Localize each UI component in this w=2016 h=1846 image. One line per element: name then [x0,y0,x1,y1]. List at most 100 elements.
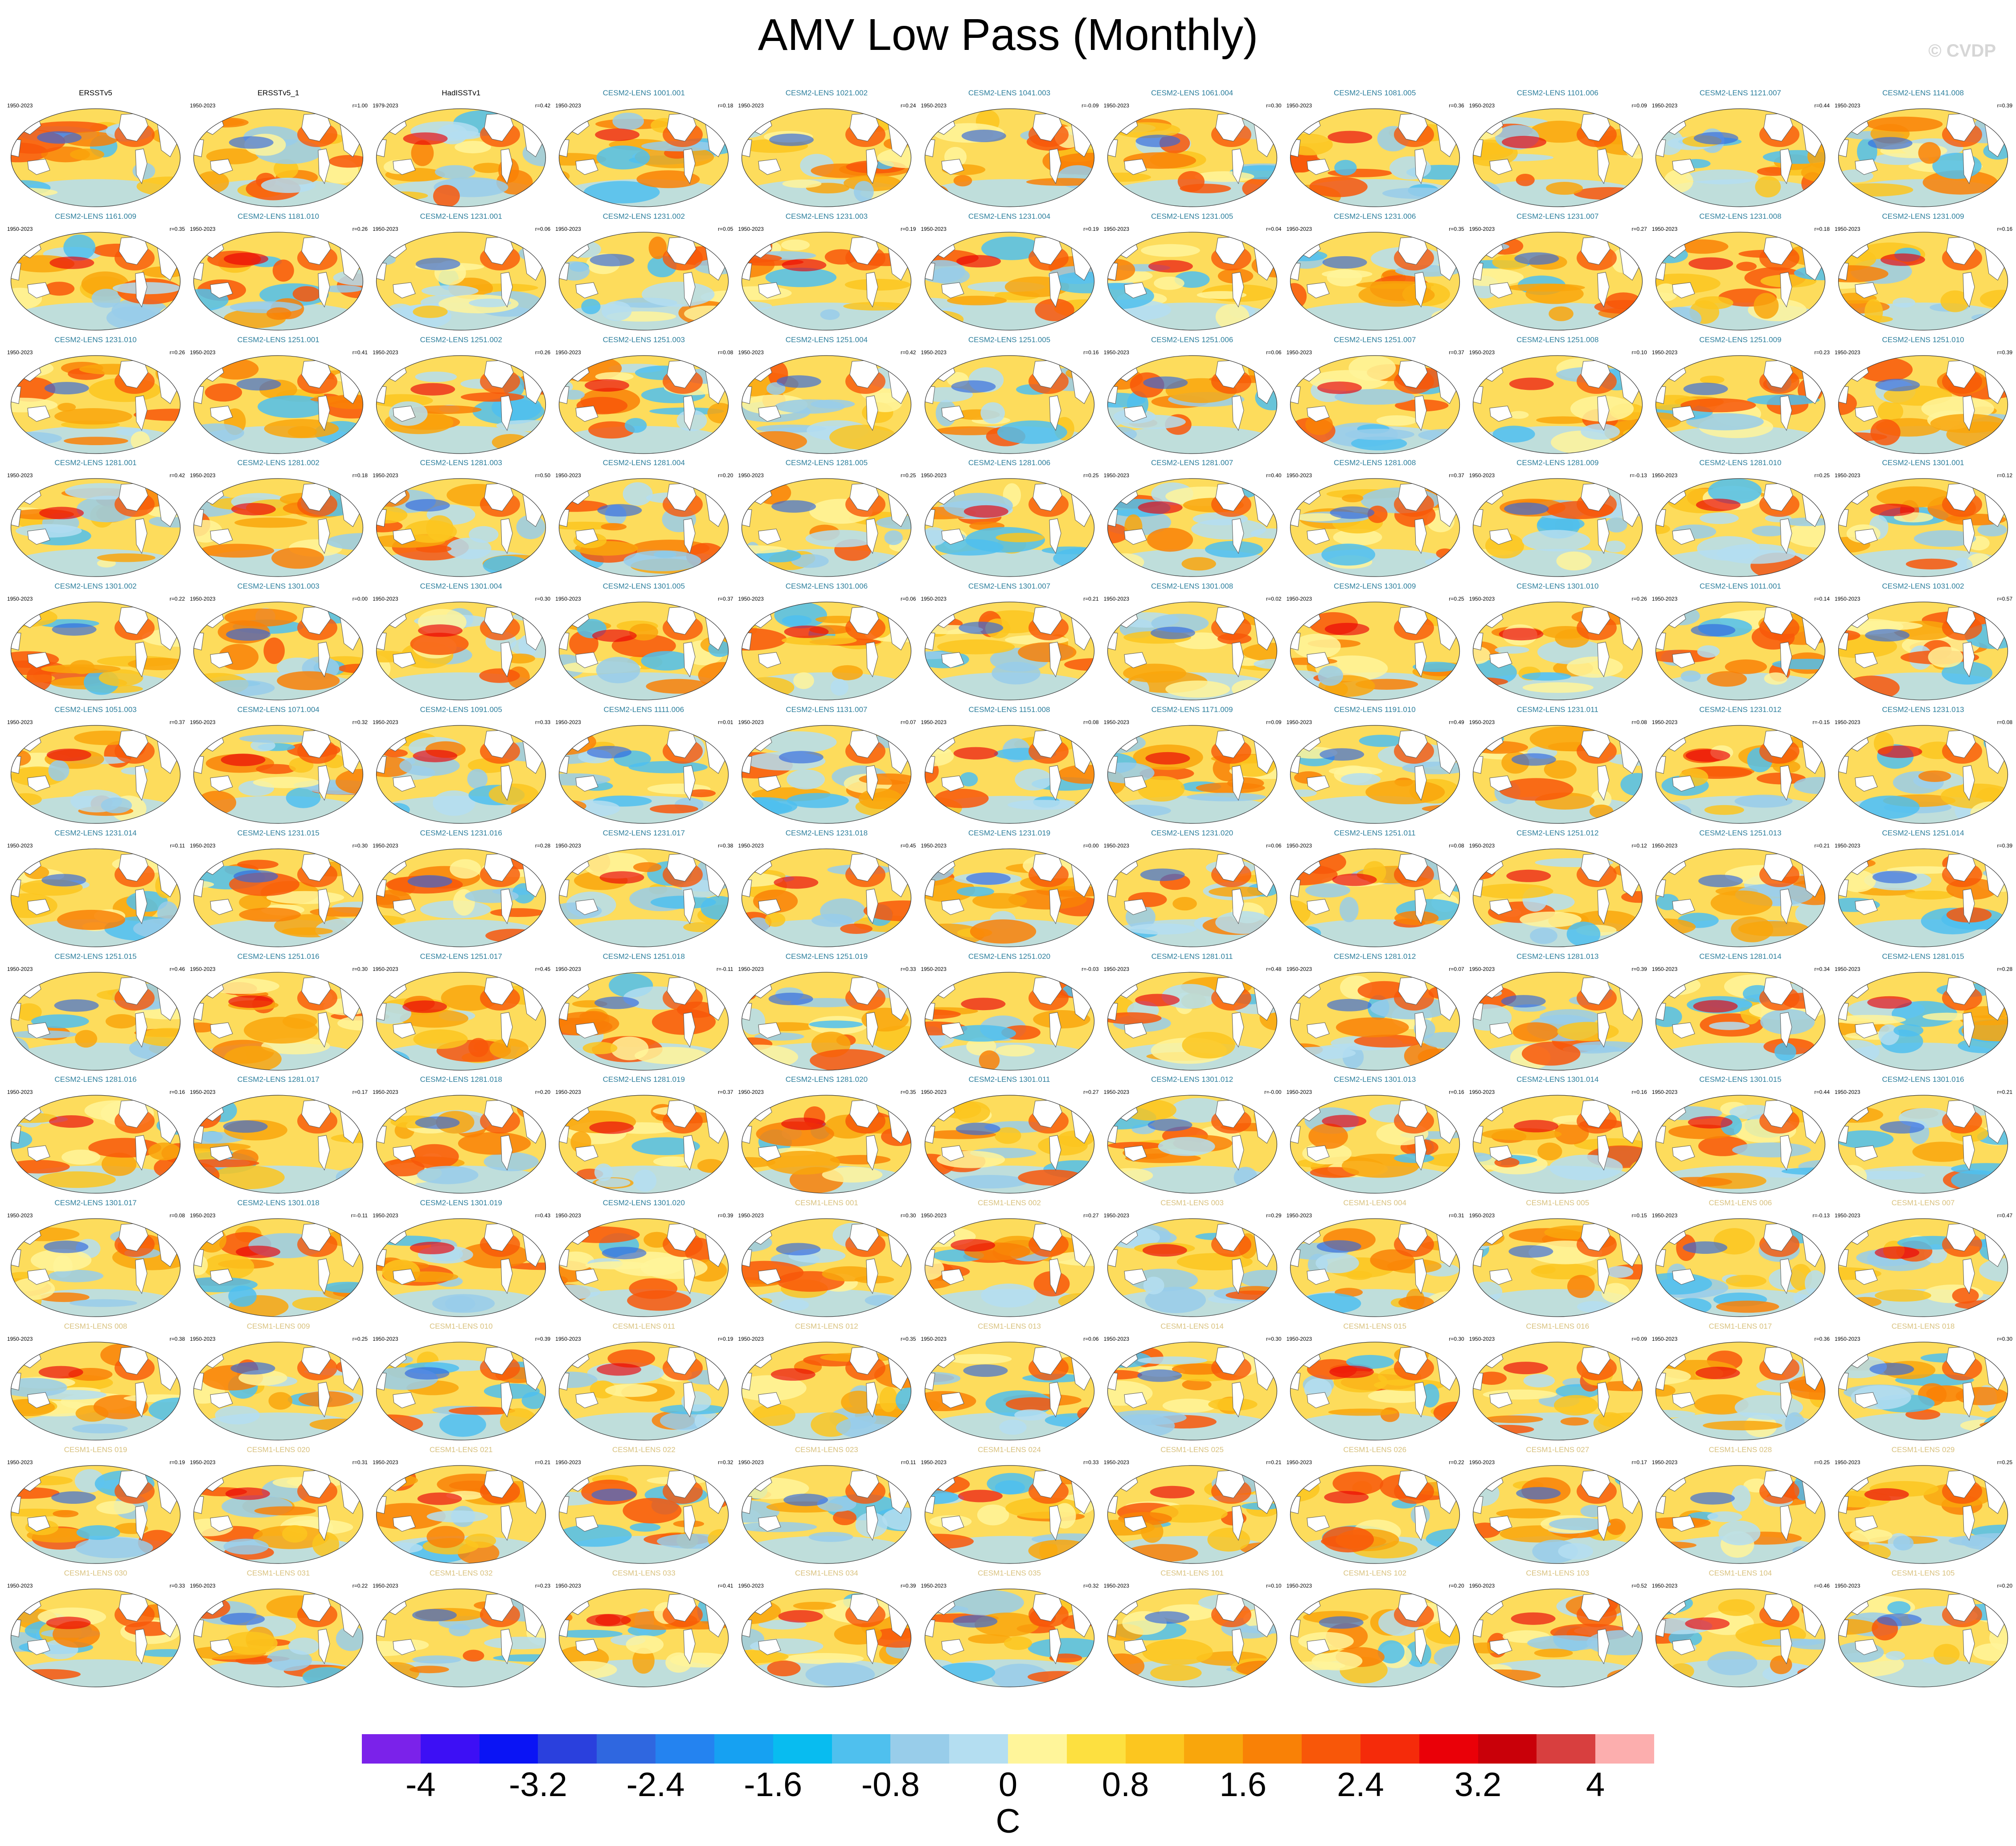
panel-years: 1950-2023 [1103,966,1129,972]
panel-correlation: r=0.33 [169,1582,185,1589]
panel-correlation: r=0.00 [1083,842,1099,849]
map-panel: CESM1-LENS 026 1950-2023 r=0.22 [1285,1445,1465,1566]
sst-anomaly-map [1472,355,1643,454]
panel-years: 1950-2023 [373,966,398,972]
map-panel: CESM2-LENS 1301.014 1950-2023 r=0.16 [1467,1075,1648,1196]
panel-correlation: r=0.08 [1449,842,1464,849]
panel-correlation: r=0.39 [535,1336,551,1342]
map-panel: CESM1-LENS 102 1950-2023 r=0.20 [1285,1568,1465,1690]
map-panel: CESM2-LENS 1251.003 1950-2023 r=0.08 [553,335,734,456]
panel-correlation: r=0.26 [1631,596,1647,602]
panel-title: CESM2-LENS 1151.008 [968,705,1050,714]
sst-anomaly-map [193,108,364,207]
panel-years: 1950-2023 [1651,966,1678,972]
colorbar-units: C [996,1802,1020,1840]
sst-anomaly-map [742,1342,912,1441]
panel-correlation: r=0.22 [169,596,185,602]
sst-anomaly-map [1107,232,1277,331]
panel-years: 1950-2023 [1651,1089,1678,1096]
panel-correlation: r=0.46 [169,966,185,972]
sst-anomaly-map [193,848,364,947]
map-panel: ERSSTv5 1950-2023 [5,88,186,209]
sst-anomaly-map [376,355,546,454]
panel-years: 1950-2023 [738,596,764,602]
sst-anomaly-map [742,355,912,454]
map-panel: CESM1-LENS 021 1950-2023 r=0.21 [371,1445,551,1566]
panel-correlation: r=-0.00 [1264,1089,1282,1096]
map-panel: CESM2-LENS 1051.003 1950-2023 r=0.37 [5,705,186,826]
map-panel: CESM2-LENS 1111.006 1950-2023 r=0.01 [553,705,734,826]
panel-correlation: r=0.30 [352,966,368,972]
panel-years: 1950-2023 [1835,1089,1860,1096]
panel-title: CESM1-LENS 029 [1891,1445,1955,1454]
panel-correlation: r=0.16 [1449,1089,1464,1096]
panel-correlation: r=0.46 [1814,1582,1830,1589]
panel-years: 1950-2023 [1651,472,1678,479]
panel-years: 1950-2023 [373,596,398,602]
panel-title: CESM2-LENS 1251.008 [1516,335,1599,344]
panel-correlation: r=0.48 [1266,966,1282,972]
panel-correlation: r=0.39 [1631,966,1647,972]
panel-years: 1950-2023 [373,349,398,356]
panel-title: CESM2-LENS 1091.005 [420,705,502,714]
panel-correlation: r=0.30 [535,596,551,602]
panel-title: CESM2-LENS 1231.009 [1882,212,1964,221]
panel-title: CESM2-LENS 1231.019 [968,828,1051,837]
colorbar-tick-label: 1.6 [1219,1766,1267,1804]
sst-anomaly-map [559,848,729,947]
map-panel: CESM2-LENS 1301.012 1950-2023 r=-0.00 [1102,1075,1283,1196]
panel-years: 1950-2023 [555,1089,581,1096]
panel-title: CESM2-LENS 1021.002 [785,89,868,97]
map-panel: CESM1-LENS 103 1950-2023 r=0.52 [1467,1568,1648,1690]
map-panel: CESM2-LENS 1251.015 1950-2023 r=0.46 [5,952,186,1073]
sst-anomaly-map [742,478,912,577]
map-panel: CESM2-LENS 1161.009 1950-2023 r=0.35 [5,212,186,333]
panel-correlation: r=0.36 [1449,102,1464,109]
panel-title: CESM2-LENS 1001.001 [602,89,685,97]
panel-title: CESM2-LENS 1011.001 [1699,582,1781,591]
panel-title: CESM2-LENS 1281.008 [1334,458,1416,467]
panel-correlation: r=0.52 [1631,1582,1647,1589]
panel-correlation: r=0.35 [1449,225,1464,232]
sst-anomaly-map [376,971,546,1071]
panel-correlation: r=0.30 [1997,1336,2012,1342]
panel-title: CESM2-LENS 1081.005 [1334,89,1416,97]
panel-correlation: r=0.42 [901,349,916,356]
panel-title: CESM2-LENS 1231.007 [1516,212,1599,221]
sst-anomaly-map [193,971,364,1071]
panel-title: CESM2-LENS 1231.002 [602,212,685,221]
sst-anomaly-map [1472,971,1643,1071]
sst-anomaly-map [924,1095,1094,1194]
map-panel: CESM2-LENS 1281.020 1950-2023 r=0.35 [736,1075,917,1196]
sst-anomaly-map [1290,1342,1460,1441]
panel-title: CESM2-LENS 1281.005 [785,458,868,467]
panel-correlation: r=0.39 [1997,349,2012,356]
panel-title: CESM2-LENS 1231.013 [1882,705,1964,714]
sst-anomaly-map [1107,602,1277,700]
sst-anomaly-map [924,971,1094,1071]
panel-title: CESM1-LENS 031 [246,1568,310,1577]
colorbar-swatch [479,1734,538,1764]
sst-anomaly-map [193,1465,364,1564]
panel-correlation: r=0.18 [717,102,733,109]
sst-anomaly-map [1290,725,1460,824]
panel-years: 1950-2023 [738,966,764,972]
sst-anomaly-map [1838,725,2008,824]
panel-correlation: r=0.30 [1449,1336,1464,1342]
panel-years: 1950-2023 [1651,596,1678,602]
colorbar-tick-label: -2.4 [626,1766,685,1804]
sst-anomaly-map [376,478,546,577]
panel-title: CESM2-LENS 1301.009 [1334,582,1416,591]
sst-anomaly-map [10,108,181,207]
sst-anomaly-map [1472,478,1643,577]
panel-correlation: r=0.29 [1266,1212,1282,1219]
sst-anomaly-map [193,478,364,577]
panel-correlation: r=0.06 [1083,1336,1099,1342]
sst-anomaly-map [1290,478,1460,577]
colorbar-swatch [832,1734,891,1764]
map-panel: CESM2-LENS 1251.001 1950-2023 r=0.41 [188,335,369,456]
panel-title: CESM2-LENS 1281.015 [1882,952,1964,961]
map-panel: CESM2-LENS 1251.020 1950-2023 r=-0.03 [919,952,1100,1073]
sst-anomaly-map [742,1588,912,1687]
panel-title: CESM2-LENS 1231.010 [54,335,137,344]
